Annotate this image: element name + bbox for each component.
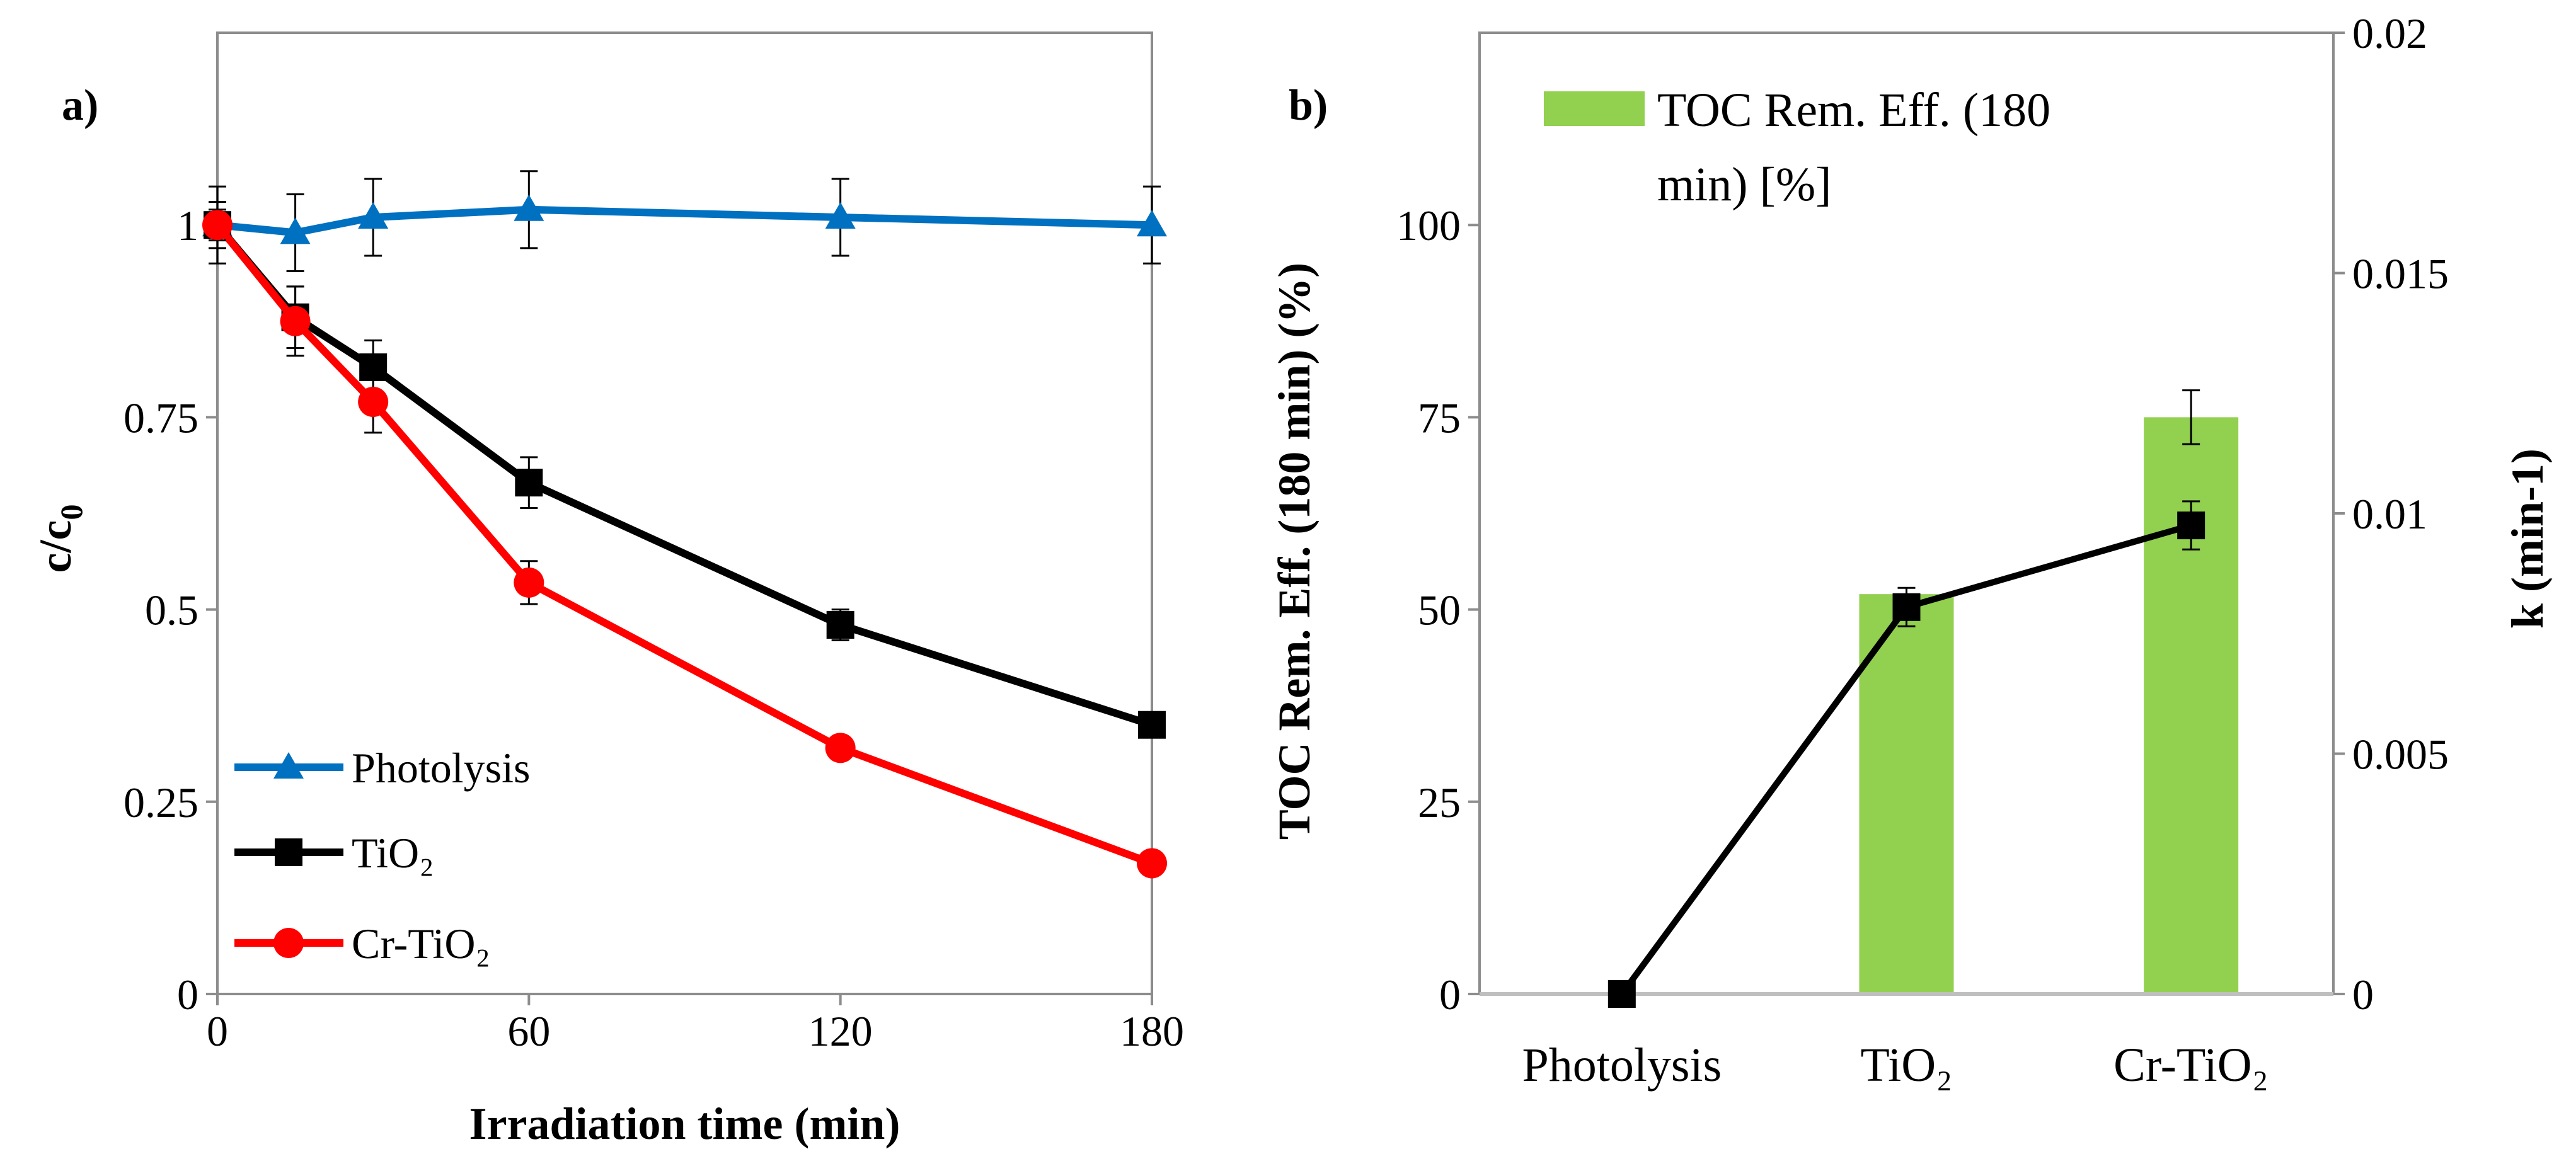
left-y-tick-label-25: 25 — [1418, 779, 1461, 826]
data-point-photolysis-30 — [358, 202, 389, 229]
panel-a-label: a) — [62, 81, 98, 130]
series-tio — [204, 201, 1166, 739]
panel-a-x-axis-title: Irradiation time (min) — [469, 1099, 900, 1149]
legend-marker-tio — [275, 838, 302, 866]
right-y-tick-label-0-01: 0.01 — [2352, 490, 2427, 538]
legend-marker-photolysis — [273, 752, 304, 779]
panel-b-legend-label-line1: TOC Rem. Eff. (180 — [1657, 84, 2050, 137]
right-y-tick-label-0: 0 — [2352, 971, 2374, 1019]
left-y-tick-label-75: 75 — [1418, 394, 1461, 442]
x-tick-label-60: 60 — [507, 1007, 550, 1055]
y-tick-label-0-25: 0.25 — [124, 779, 198, 826]
panel-a-series — [202, 170, 1167, 879]
category-label-tio: TiO₂ — [1860, 1039, 1952, 1092]
right-y-tick-label-0-015: 0.015 — [2352, 250, 2449, 298]
panel-b-k-series — [1607, 500, 2205, 1008]
series-line-tio — [214, 222, 1153, 729]
panel-b-left-y-ticks: 0 25 50 75 100 — [1396, 202, 1480, 1019]
panel-a-y-axis-title-subscript: 0 — [54, 505, 89, 520]
right-y-tick-label-0-02: 0.02 — [2352, 9, 2427, 57]
panel-b-right-y-ticks: 0 0.005 0.01 0.015 0.02 — [2333, 9, 2449, 1019]
k-point-photolysis — [1607, 980, 1636, 1008]
data-point-tio-60 — [515, 469, 543, 497]
panel-a-y-ticks: 0 0.25 0.5 0.75 1 — [124, 202, 217, 1019]
left-y-tick-label-50: 50 — [1418, 586, 1461, 634]
panel-b-x-ticks: Photolysis TiO₂ Cr-TiO₂ — [1522, 1039, 2268, 1092]
panel-b-bars — [1859, 389, 2239, 994]
data-point-photolysis-15 — [280, 217, 311, 244]
panel-b-right-y-axis-title: k (min-1) — [2502, 448, 2553, 629]
bar-error-cr-tio — [2182, 389, 2200, 445]
legend-label-cr-tio: Cr-TiO₂ — [352, 920, 490, 968]
series-cr-tio — [202, 208, 1167, 879]
left-y-tick-label-100: 100 — [1396, 202, 1461, 249]
panel-b-legend-swatch — [1544, 91, 1645, 126]
k-point-cr-tio — [2177, 511, 2205, 540]
right-y-tick-label-0-005: 0.005 — [2352, 731, 2449, 779]
data-point-cr-tio-0 — [202, 210, 233, 241]
panel-b-left-y-axis-title: TOC Rem. Eff. (180 min) (%) — [1269, 263, 1320, 840]
panel-a-x-ticks: 0 60 120 180 — [207, 994, 1184, 1055]
x-tick-label-120: 120 — [808, 1007, 873, 1055]
panel-a-y-axis-title: c/c0 — [30, 505, 89, 573]
data-point-photolysis-120 — [825, 202, 856, 229]
category-label-photolysis: Photolysis — [1522, 1039, 1722, 1092]
data-point-cr-tio-60 — [514, 567, 544, 598]
panel-a-line-chart: a) 0 0.25 0.5 0.75 1 0 60 120 180 Irradiation t… — [30, 31, 1184, 1149]
series-photolysis — [202, 170, 1167, 272]
k-point-tio — [1892, 593, 1921, 621]
y-tick-label-1: 1 — [177, 202, 198, 249]
y-tick-label-0-5: 0.5 — [145, 586, 198, 634]
y-tick-label-0: 0 — [177, 971, 198, 1019]
data-point-photolysis-180 — [1137, 210, 1167, 237]
panel-b-legend-label-line2: min) [%] — [1657, 158, 1831, 211]
panel-b-legend: TOC Rem. Eff. (180 min) [%] — [1544, 84, 2050, 211]
x-tick-label-0: 0 — [207, 1007, 228, 1055]
data-point-cr-tio-15 — [280, 306, 311, 336]
legend-label-tio: TiO₂ — [352, 829, 434, 877]
legend-label-photolysis: Photolysis — [352, 744, 530, 792]
data-point-cr-tio-120 — [825, 733, 856, 763]
series-line-cr-tio — [214, 222, 1154, 867]
bar-tio — [1859, 594, 1954, 994]
legend-marker-cr-tio — [273, 928, 304, 958]
x-tick-label-180: 180 — [1120, 1007, 1184, 1055]
left-y-tick-label-0: 0 — [1439, 971, 1461, 1019]
data-point-photolysis-60 — [514, 194, 544, 221]
data-point-cr-tio-180 — [1137, 848, 1167, 879]
panel-b-bar-line-chart: b) 0 25 50 75 100 0 0.005 0.01 0.015 0.02 Photol… — [1269, 9, 2553, 1092]
category-label-cr-tio: Cr-TiO₂ — [2113, 1039, 2268, 1092]
panel-a-legend: Photolysis TiO₂ Cr-TiO₂ — [234, 744, 530, 968]
y-tick-label-0-75: 0.75 — [124, 394, 198, 442]
panel-a-y-axis-title-main: c/c — [30, 520, 81, 573]
data-point-tio-120 — [826, 611, 854, 639]
panel-b-label: b) — [1289, 81, 1328, 130]
data-point-tio-180 — [1138, 711, 1166, 739]
panel-a-plot-frame — [216, 31, 1153, 995]
data-point-cr-tio-30 — [358, 386, 389, 417]
series-line-photolysis — [217, 205, 1153, 237]
